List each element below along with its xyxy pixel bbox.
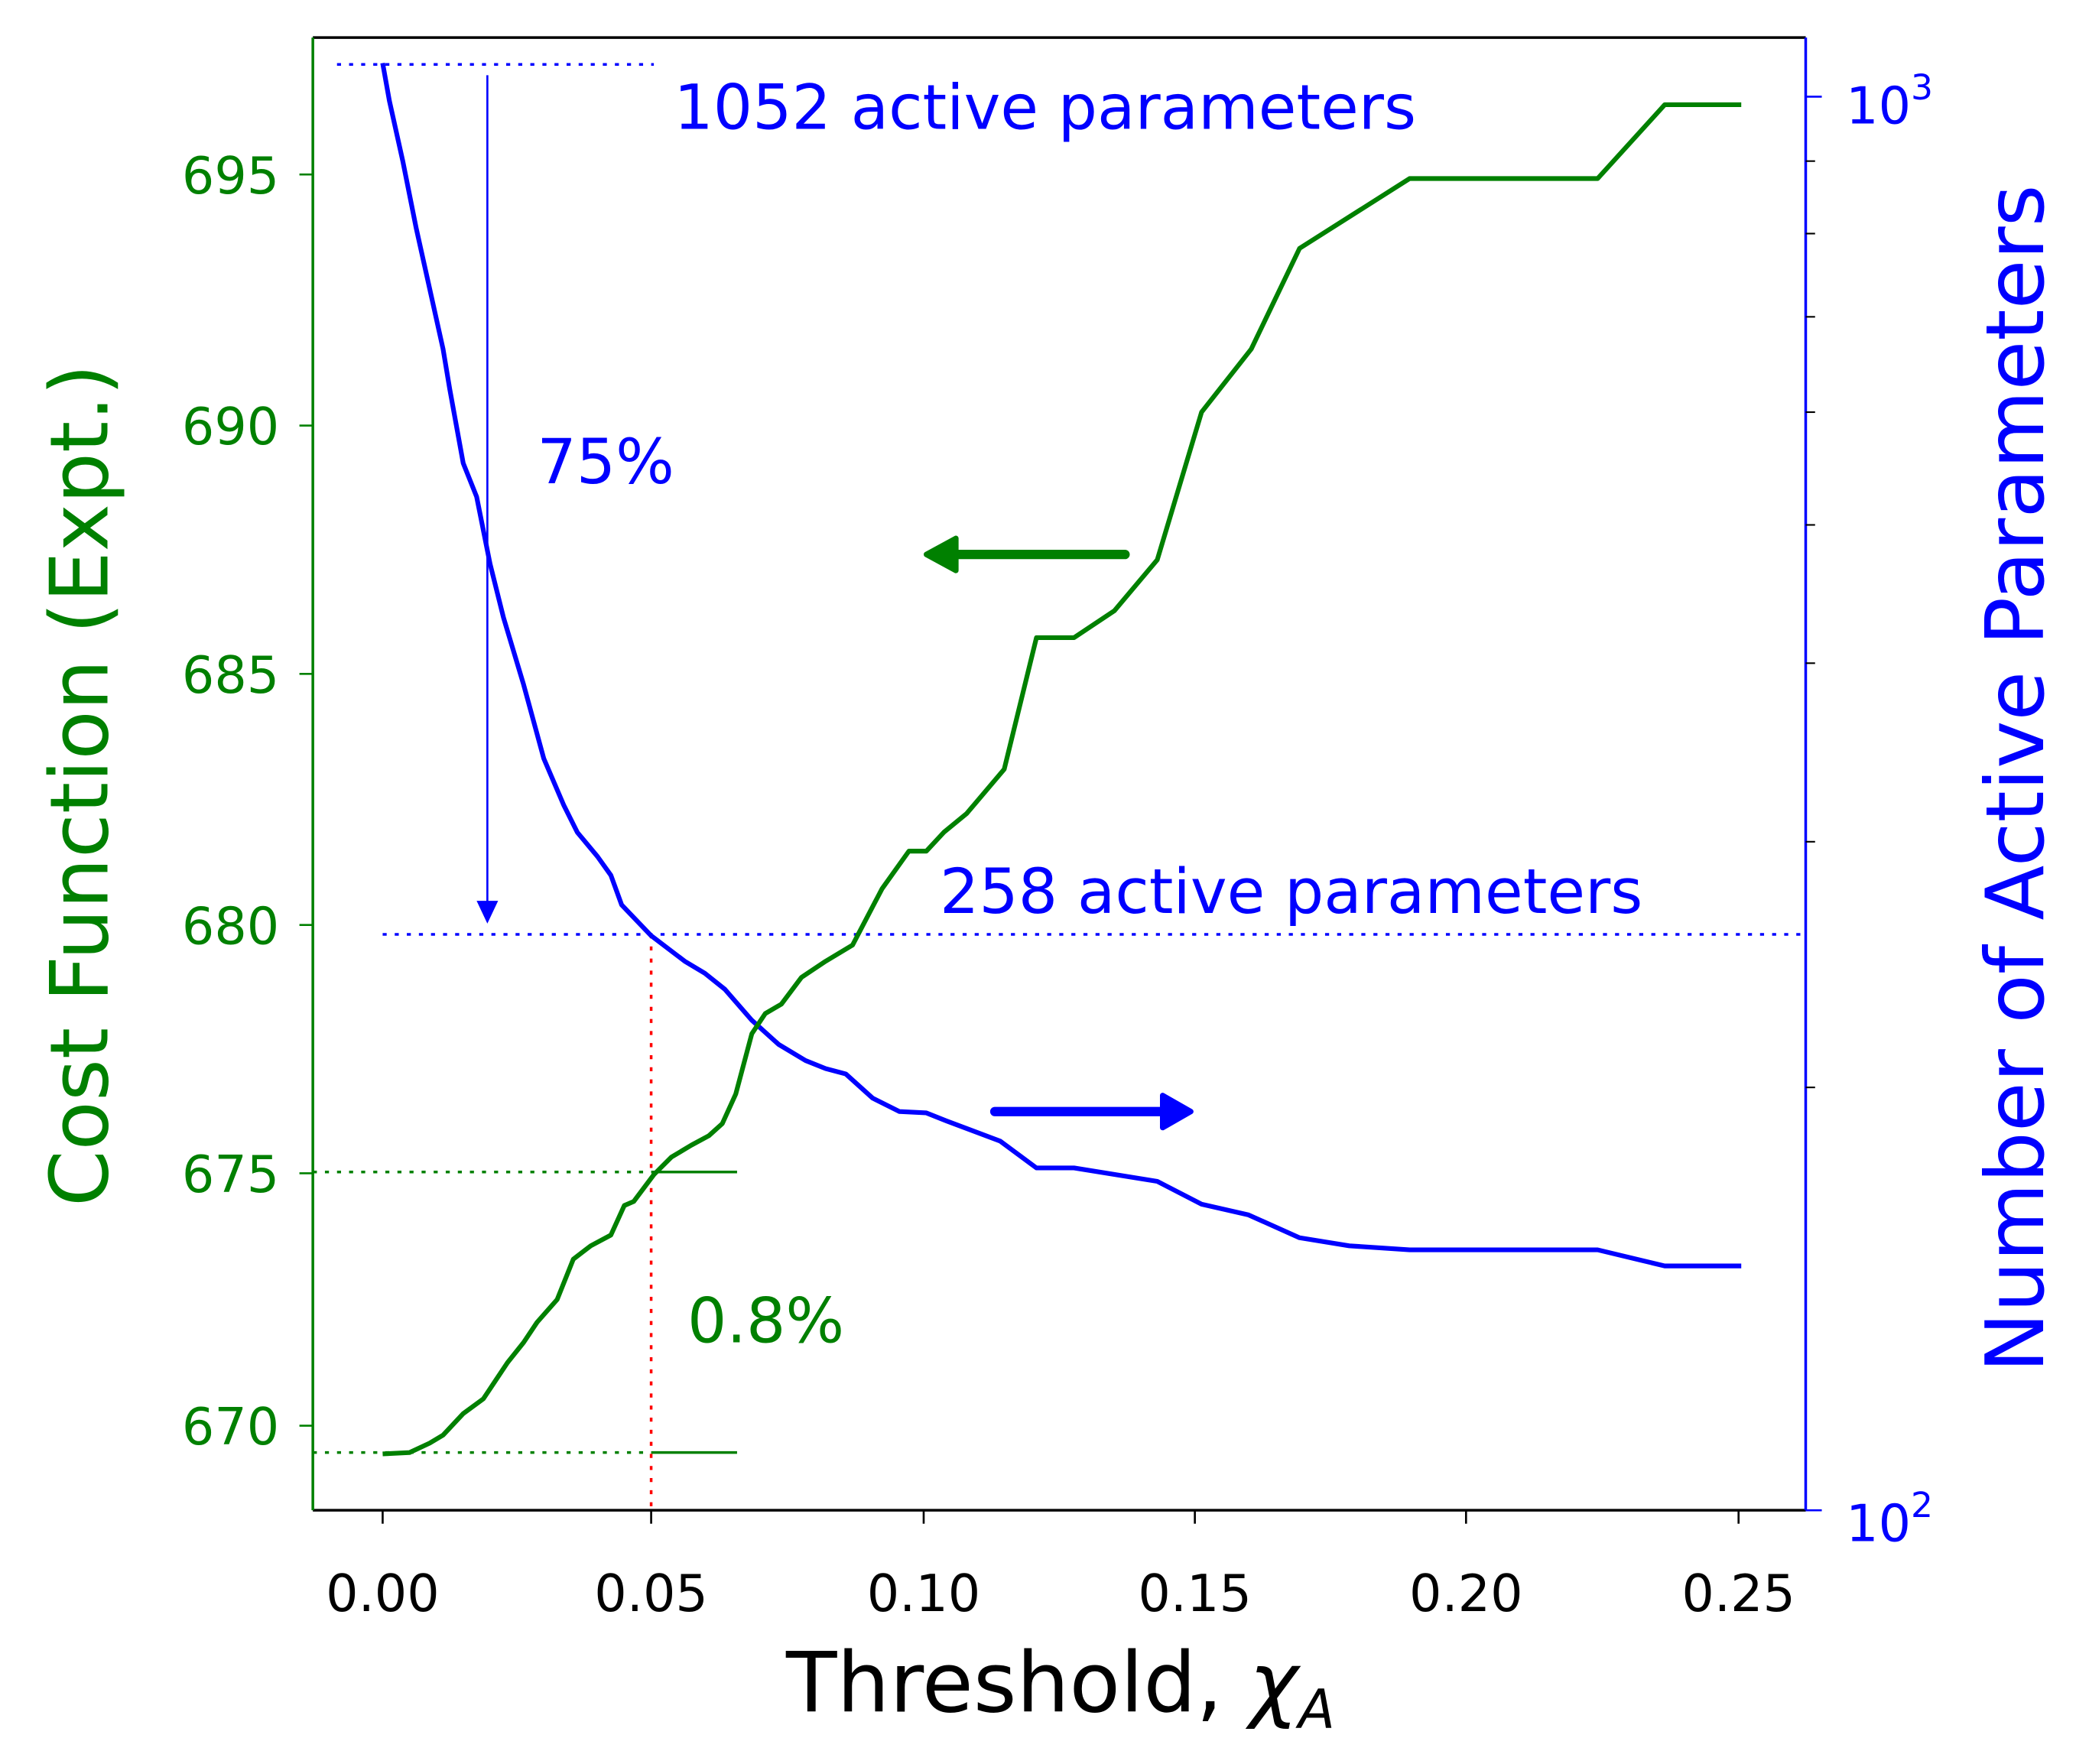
left-y-axis: 670 675 680 685 690 695 Cost Function (E… (33, 146, 314, 1457)
y-tick-label-10-2: 102 (1846, 1485, 1933, 1554)
params-curve (380, 62, 1742, 1269)
y-tick: 680 (182, 896, 314, 956)
x-tick-label: 0.10 (867, 1564, 981, 1623)
reference-lines (313, 63, 1806, 1511)
y-tick: 685 (182, 645, 314, 705)
y-tick: 695 (182, 146, 314, 206)
x-tick: 0.15 (1138, 1510, 1252, 1623)
y-tick-label-10-3: 103 (1846, 67, 1933, 136)
annotation-0-8-percent: 0.8% (687, 1286, 844, 1358)
right-axis-pointer-arrow (989, 1093, 1194, 1131)
annotation-1052-params: 1052 active parameters (674, 73, 1416, 145)
x-tick: 0.00 (326, 1510, 440, 1623)
reduction-arrow (476, 75, 499, 924)
annotation-258-params: 258 active parameters (940, 856, 1642, 928)
x-tick-label: 0.15 (1138, 1564, 1252, 1623)
x-tick-label: 0.05 (594, 1564, 708, 1623)
x-tick-label: 0.20 (1409, 1564, 1523, 1623)
annotation-75-percent: 75% (537, 427, 674, 499)
left-axis-pointer-arrow (923, 535, 1130, 573)
y-tick-label: 690 (182, 397, 279, 456)
y-tick-label: 680 (182, 896, 279, 956)
x-axis: 0.00 0.05 0.10 0.15 0.20 0.25 Threshold,… (326, 1510, 1795, 1741)
x-tick: 0.25 (1681, 1510, 1795, 1623)
y-tick-label: 685 (182, 645, 279, 705)
x-tick-label: 0.25 (1681, 1564, 1795, 1623)
right-y-axis: 102 103 Number of Active Parameters (1805, 67, 2062, 1554)
y-tick-label: 675 (182, 1145, 279, 1204)
y-tick-label: 695 (182, 146, 279, 206)
y-tick: 690 (182, 397, 314, 456)
x-tick-label: 0.00 (326, 1564, 440, 1623)
y-tick-label: 670 (182, 1397, 279, 1457)
x-tick: 0.05 (594, 1510, 708, 1623)
minor-ticks (1805, 160, 1815, 1089)
right-y-axis-label: Number of Active Parameters (1968, 184, 2062, 1373)
cost-curve (382, 102, 1742, 1457)
y-tick: 675 (182, 1145, 314, 1204)
left-y-axis-label: Cost Function (Expt.) (33, 364, 127, 1207)
x-axis-label: Threshold, χA (785, 1635, 1335, 1741)
x-tick: 0.10 (867, 1510, 981, 1623)
x-tick: 0.20 (1409, 1510, 1523, 1623)
y-tick: 670 (182, 1397, 314, 1457)
